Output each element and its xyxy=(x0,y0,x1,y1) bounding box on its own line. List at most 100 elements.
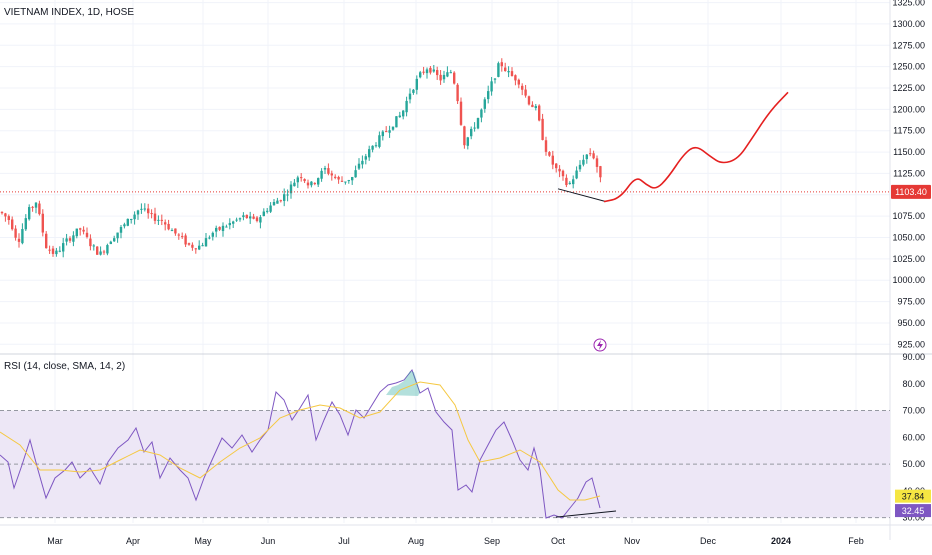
candle-body[interactable] xyxy=(340,180,344,182)
candle-body[interactable] xyxy=(218,226,221,230)
candle-body[interactable] xyxy=(201,245,204,247)
candle-body[interactable] xyxy=(109,241,112,245)
candle-body[interactable] xyxy=(259,217,262,223)
candle-body[interactable] xyxy=(446,72,449,77)
candle-body[interactable] xyxy=(493,78,497,80)
candle-body[interactable] xyxy=(92,245,95,247)
candle-body[interactable] xyxy=(483,99,486,109)
candle-body[interactable] xyxy=(21,229,24,244)
candle-body[interactable] xyxy=(96,246,99,255)
candle-body[interactable] xyxy=(480,109,483,118)
candle-body[interactable] xyxy=(361,160,364,165)
candle-body[interactable] xyxy=(487,91,490,100)
rsi-line[interactable] xyxy=(0,368,601,519)
candle-body[interactable] xyxy=(24,218,27,230)
candle-body[interactable] xyxy=(123,224,126,227)
candle-body[interactable] xyxy=(289,184,293,194)
candle-body[interactable] xyxy=(558,168,561,172)
candle-body[interactable] xyxy=(164,222,167,225)
candle-body[interactable] xyxy=(160,219,163,221)
candle-body[interactable] xyxy=(517,79,520,85)
candle-body[interactable] xyxy=(11,219,14,230)
price-trendline[interactable] xyxy=(557,188,607,203)
candle-body[interactable] xyxy=(521,85,524,90)
candle-body[interactable] xyxy=(303,179,306,182)
candle-body[interactable] xyxy=(225,226,228,228)
candle-body[interactable] xyxy=(133,214,136,220)
candle-body[interactable] xyxy=(187,243,191,245)
candle-body[interactable] xyxy=(238,218,242,220)
candle-body[interactable] xyxy=(463,126,466,146)
candles-layer[interactable] xyxy=(0,58,602,258)
rsi-ma-line[interactable] xyxy=(0,381,601,501)
candle-body[interactable] xyxy=(106,245,109,254)
candle-body[interactable] xyxy=(34,202,38,208)
candle-body[interactable] xyxy=(75,228,78,237)
candle-body[interactable] xyxy=(589,153,592,155)
candle-body[interactable] xyxy=(425,69,429,74)
candle-body[interactable] xyxy=(262,211,265,217)
candle-body[interactable] xyxy=(89,238,92,247)
candle-body[interactable] xyxy=(432,69,435,72)
candle-body[interactable] xyxy=(507,71,510,73)
candle-body[interactable] xyxy=(449,72,452,74)
candle-body[interactable] xyxy=(555,163,558,169)
candle-body[interactable] xyxy=(320,170,323,179)
candle-body[interactable] xyxy=(578,164,582,170)
candle-body[interactable] xyxy=(85,232,89,237)
candle-body[interactable] xyxy=(595,158,599,167)
candle-body[interactable] xyxy=(364,156,367,160)
candle-body[interactable] xyxy=(242,215,245,218)
candle-body[interactable] xyxy=(65,238,68,242)
candle-body[interactable] xyxy=(510,71,514,77)
candle-body[interactable] xyxy=(544,140,548,152)
candle-body[interactable] xyxy=(272,201,276,206)
candle-body[interactable] xyxy=(565,177,568,186)
candle-body[interactable] xyxy=(276,200,279,204)
candle-body[interactable] xyxy=(79,228,82,230)
candle-body[interactable] xyxy=(62,243,65,252)
candle-body[interactable] xyxy=(208,237,211,239)
candle-body[interactable] xyxy=(14,228,17,238)
candle-body[interactable] xyxy=(279,200,282,202)
candle-body[interactable] xyxy=(473,127,476,129)
candle-body[interactable] xyxy=(310,181,313,186)
candle-body[interactable] xyxy=(266,210,269,212)
candle-body[interactable] xyxy=(31,206,34,208)
candle-body[interactable] xyxy=(470,128,473,137)
candle-body[interactable] xyxy=(572,179,575,185)
candle-body[interactable] xyxy=(395,116,398,128)
candle-body[interactable] xyxy=(531,104,534,108)
candle-body[interactable] xyxy=(130,218,133,220)
candle-body[interactable] xyxy=(58,250,61,252)
candle-body[interactable] xyxy=(45,233,48,249)
candle-body[interactable] xyxy=(0,211,4,214)
candle-body[interactable] xyxy=(150,213,153,215)
candle-body[interactable] xyxy=(439,74,442,81)
candle-body[interactable] xyxy=(504,67,507,71)
candle-body[interactable] xyxy=(378,135,381,147)
overlay-layer[interactable] xyxy=(0,91,890,352)
candle-body[interactable] xyxy=(402,110,405,117)
candle-body[interactable] xyxy=(327,168,330,174)
candle-body[interactable] xyxy=(269,205,272,212)
candle-body[interactable] xyxy=(252,216,255,219)
candle-body[interactable] xyxy=(147,208,150,214)
candle-body[interactable] xyxy=(51,248,55,254)
candle-body[interactable] xyxy=(249,216,252,219)
candle-body[interactable] xyxy=(119,227,123,233)
candle-body[interactable] xyxy=(476,118,480,129)
candle-body[interactable] xyxy=(221,225,225,232)
candle-body[interactable] xyxy=(490,81,493,92)
candle-body[interactable] xyxy=(235,219,238,221)
candle-body[interactable] xyxy=(17,238,21,242)
projection-curve[interactable] xyxy=(603,91,789,203)
candle-body[interactable] xyxy=(436,70,439,76)
candle-body[interactable] xyxy=(72,235,75,242)
candle-body[interactable] xyxy=(174,228,177,234)
candle-body[interactable] xyxy=(136,210,140,215)
candle-body[interactable] xyxy=(317,178,320,185)
candle-body[interactable] xyxy=(585,154,588,160)
candle-body[interactable] xyxy=(198,245,201,250)
candle-body[interactable] xyxy=(99,251,102,255)
